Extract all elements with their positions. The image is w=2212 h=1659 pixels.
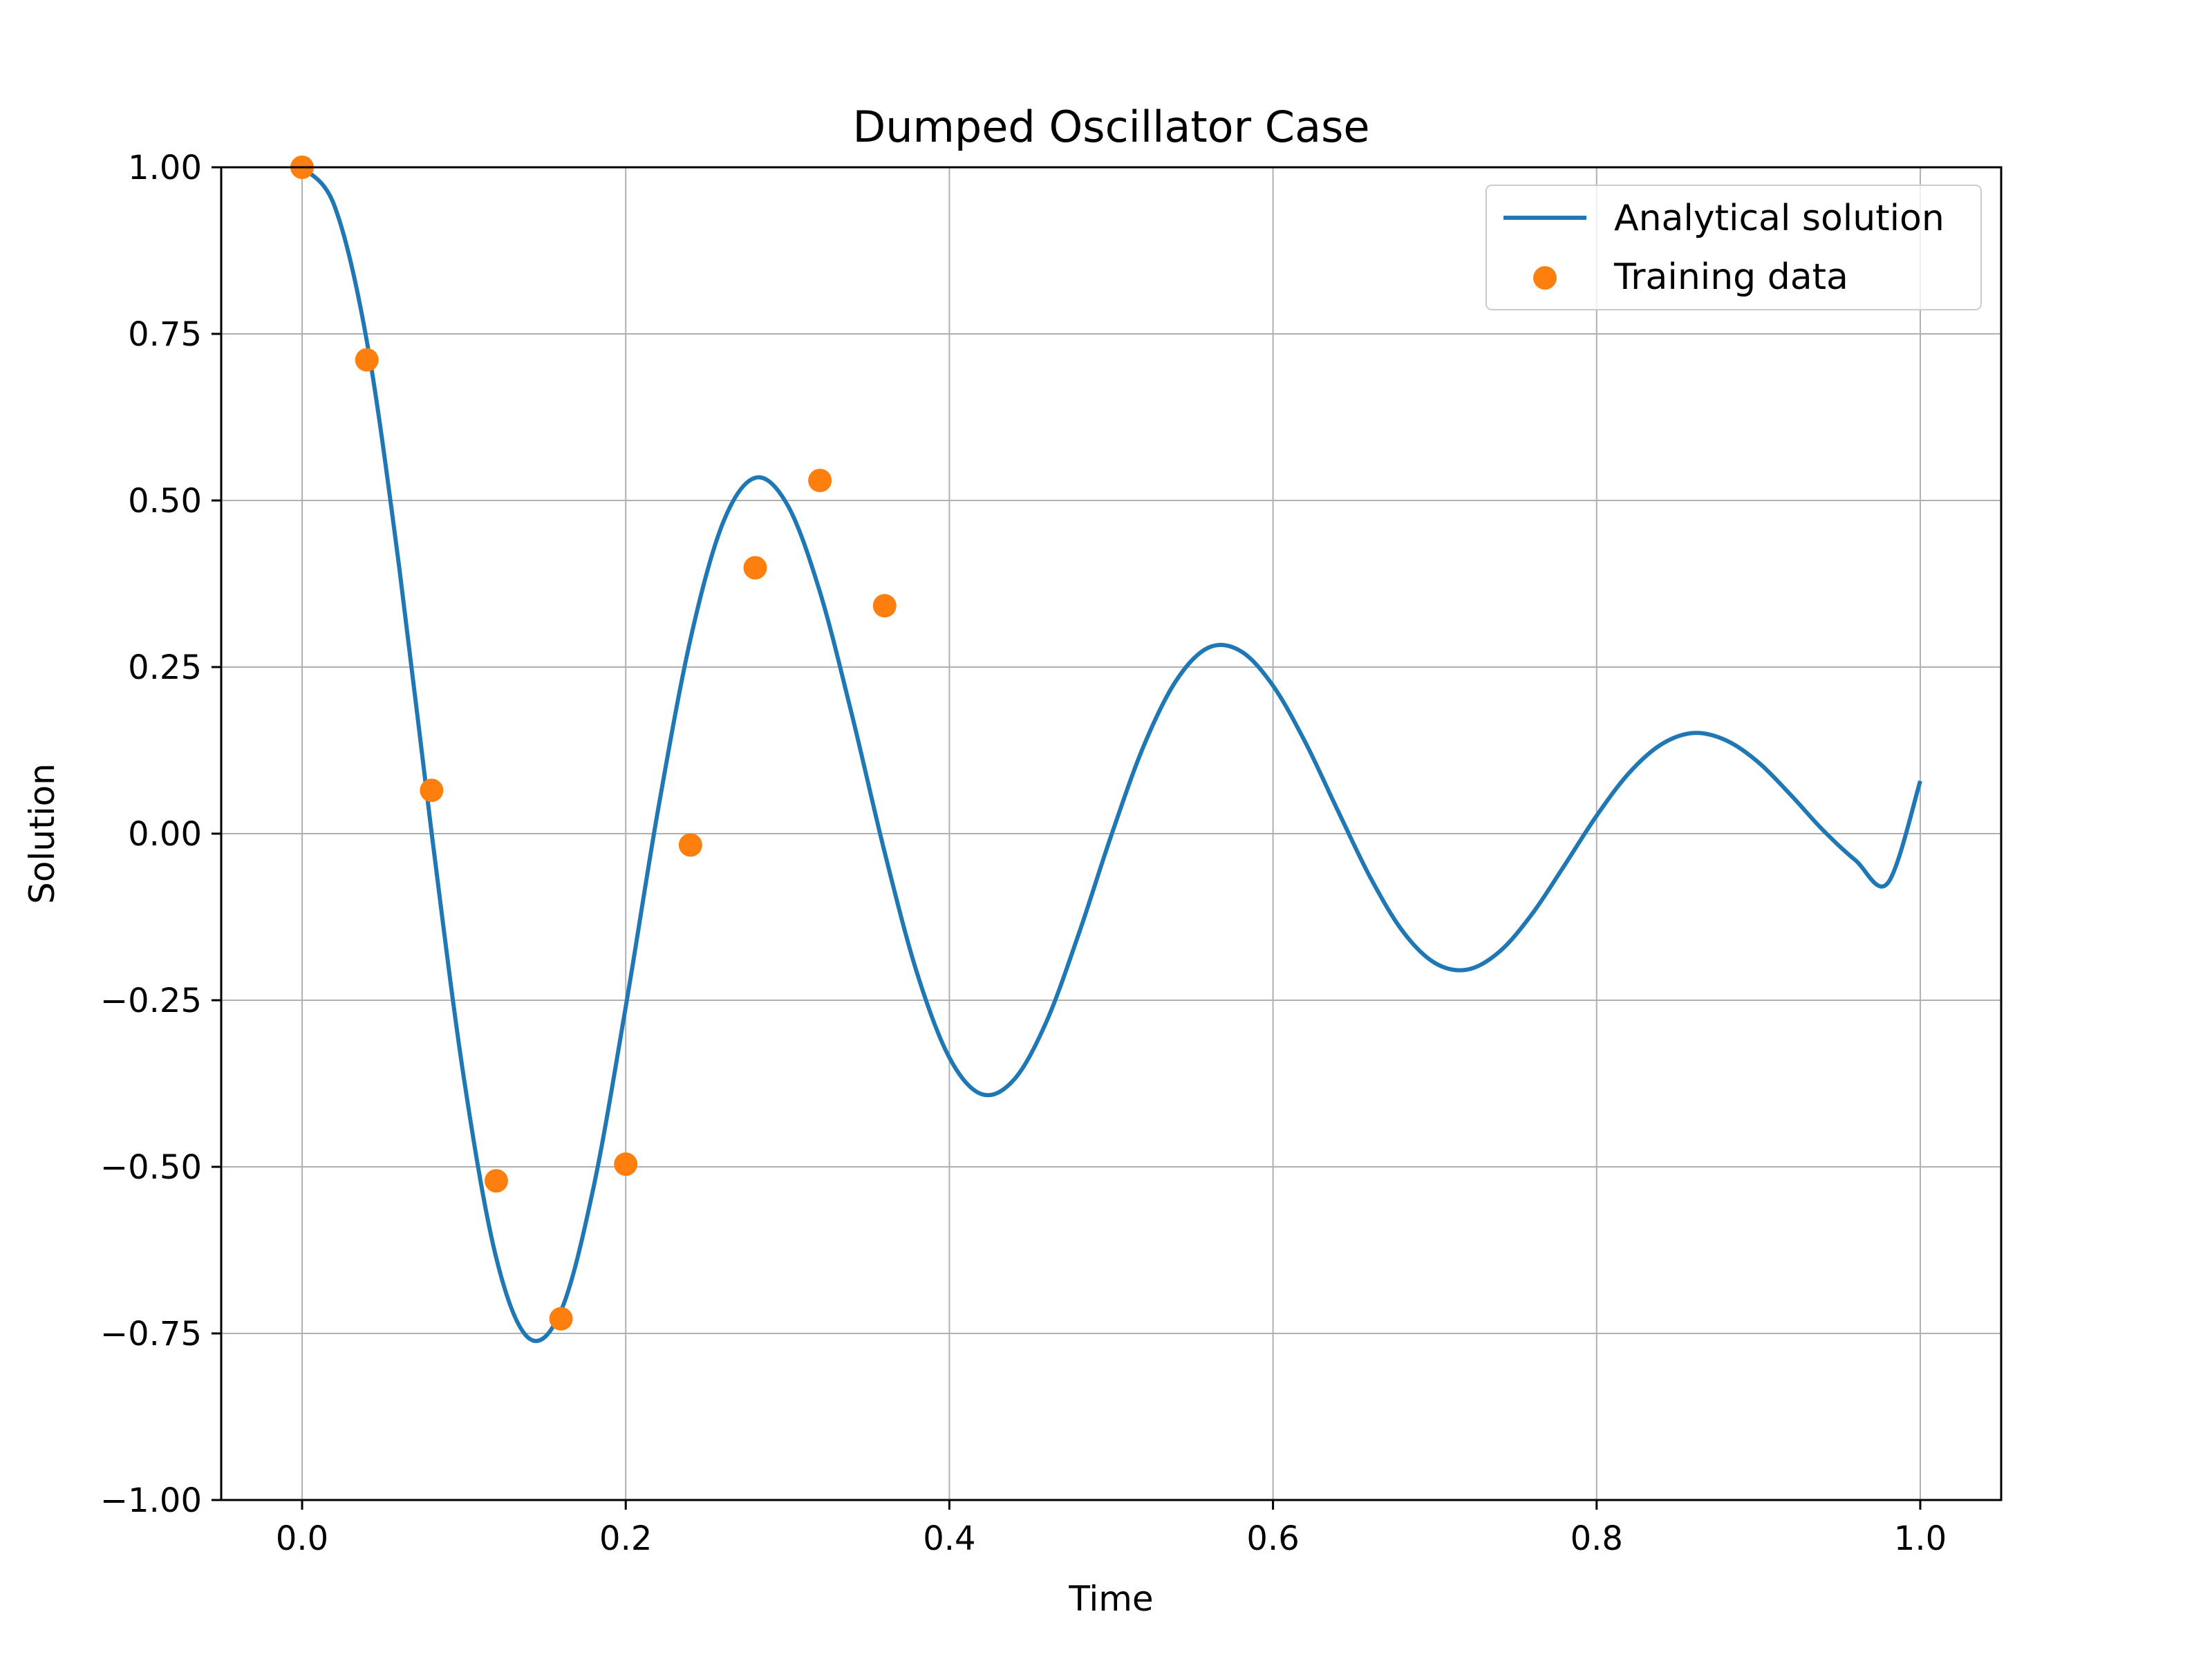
training-data-point [614,1152,638,1177]
legend-swatch-training-data [1533,266,1557,290]
training-data-point [355,348,379,372]
y-tick-label: 0.75 [128,315,202,354]
x-tick-label: 0.2 [599,1519,652,1558]
x-tick-label: 0.4 [923,1519,975,1558]
legend-label-analytical-solution: Analytical solution [1614,198,1944,239]
y-tick-label: 0.00 [128,815,202,854]
y-tick-label: 0.25 [128,648,202,687]
y-tick-label: 1.00 [128,149,202,187]
y-tick-label: −0.75 [100,1315,202,1353]
series-line-analytical-solution [300,165,1922,1343]
legend-label-training-data: Training data [1613,256,1848,298]
x-axis-label: Time [1068,1579,1153,1619]
chart-title: Dumped Oscillator Case [852,102,1369,152]
y-tick-label: −0.50 [100,1148,202,1187]
training-data-point [743,556,767,580]
y-tick-label: −0.25 [100,982,202,1020]
x-tick-label: 0.0 [276,1519,328,1558]
training-data-point [484,1169,508,1193]
y-axis-label: Solution [22,763,62,904]
plot-area [290,156,1922,1343]
legend-box [1485,185,1982,310]
y-tick-label: 0.50 [128,482,202,521]
training-data-point [420,778,444,803]
x-tick-label: 1.0 [1894,1519,1947,1558]
legend: Analytical solution Training data [1485,185,1982,310]
x-tick-label: 0.8 [1571,1519,1623,1558]
training-data-point [808,469,832,493]
training-data-point [549,1306,573,1331]
y-tick-label: −1.00 [100,1481,202,1520]
training-data-point [872,594,897,618]
axis-ticks: 0.0 0.2 0.4 0.6 0.8 1.0 1.00 0.75 0.50 0.25 0.00 −0… [100,149,1947,1558]
x-tick-label: 0.6 [1246,1519,1299,1558]
training-data-point [678,833,702,857]
